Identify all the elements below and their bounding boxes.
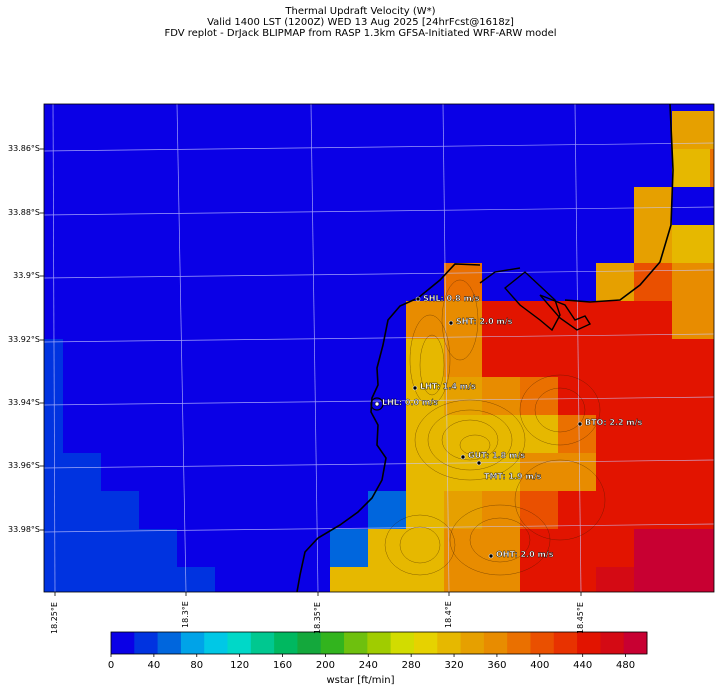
station-label-gut: GUT: 1.8 m/s <box>468 451 525 460</box>
field-cell <box>63 453 101 592</box>
lat-label: 33.96°S <box>8 461 40 470</box>
lon-label: 18.3°E <box>181 601 190 628</box>
station-label-lht: LHT: 1.4 m/s <box>420 382 476 391</box>
colorbar-swatch <box>530 632 555 654</box>
harbour-outline <box>479 267 592 332</box>
station-lhl: LHL: 0.0 m/s <box>374 398 438 407</box>
colorbar-swatch <box>390 632 415 654</box>
lon-label: 18.25°E <box>50 602 59 634</box>
field-cell <box>177 567 215 592</box>
station-gut: GUT: 1.8 m/s <box>460 451 525 460</box>
colorbar-tick-label: 400 <box>530 660 550 671</box>
colorbar-swatch <box>600 632 625 654</box>
colorbar-swatch <box>320 632 345 654</box>
field-cell <box>330 529 368 567</box>
colorbar-tick-label: 360 <box>487 660 507 671</box>
colorbar-swatch <box>413 632 438 654</box>
colorbar-tick-label: 120 <box>230 660 250 671</box>
colorbar-tick-label: 80 <box>190 660 204 671</box>
colorbar-tick-label: 480 <box>616 660 636 671</box>
field-cell <box>368 491 406 529</box>
graticule <box>44 104 714 592</box>
lat-label: 33.86°S <box>8 144 40 153</box>
colorbar-swatch <box>180 632 205 654</box>
field-cell <box>101 491 139 592</box>
colorbar-swatch <box>157 632 182 654</box>
lat-label: 33.98°S <box>8 525 40 534</box>
station-label-lhl: LHL: 0.0 m/s <box>382 398 438 407</box>
lon-ticks <box>54 592 582 596</box>
station-bto: BTO: 2.2 m/s <box>577 418 643 427</box>
title-line-1: Thermal Updraft Velocity (W*) <box>285 6 436 17</box>
lat-ticks <box>40 148 44 531</box>
station-oht: OHT: 2.0 m/s <box>488 550 554 559</box>
lhl-marker-ring <box>370 397 384 411</box>
title-line-3: FDV replot - DrJack BLIPMAP from RASP 1.… <box>164 28 557 39</box>
station-label-shl: SHL: 0.8 m/s <box>423 294 480 303</box>
colorbar-swatch <box>111 632 135 654</box>
colorbar-tick-label: 40 <box>147 660 161 671</box>
station-label-oht: OHT: 2.0 m/s <box>496 550 554 559</box>
lat-label: 33.92°S <box>8 335 40 344</box>
title-line-2: Valid 1400 LST (1200Z) WED 13 Aug 2025 [… <box>207 17 514 28</box>
colorbar-title: wstar [ft/min] <box>326 675 395 686</box>
lat-label: 33.9°S <box>13 271 40 280</box>
map-area <box>44 104 714 592</box>
station-markers: SHL: 0.8 m/s SHT: 2.0 m/s LHT: 1.4 m/s L… <box>374 294 643 559</box>
field-warm-cells <box>330 111 714 592</box>
station-shl: SHL: 0.8 m/s <box>415 294 480 303</box>
colorbar-swatch <box>623 632 648 654</box>
lat-label: 33.88°S <box>8 208 40 217</box>
colorbar-swatch <box>250 632 275 654</box>
colorbar-swatch <box>344 632 368 654</box>
colorbar-swatch <box>274 632 298 654</box>
colorbar-tick-label: 320 <box>444 660 464 671</box>
colorbar-tick-label: 0 <box>107 660 115 671</box>
coastline <box>296 104 674 592</box>
colorbar-tick-label: 280 <box>401 660 421 671</box>
colorbar-swatch <box>367 632 392 654</box>
map-frame <box>43 103 715 593</box>
colorbar-swatch <box>297 632 322 654</box>
field-cell <box>139 529 177 592</box>
colorbar-swatch <box>227 632 252 654</box>
station-lht: LHT: 1.4 m/s <box>412 382 476 391</box>
station-label-tmt: TMT: 1.9 m/s <box>484 472 542 481</box>
station-tmt: TMT: 1.9 m/s <box>476 460 542 481</box>
colorbar-tick-label: 440 <box>573 660 593 671</box>
lon-label: 18.35°E <box>313 602 322 634</box>
lon-label: 18.4°E <box>444 601 453 628</box>
station-label-sht: SHT: 2.0 m/s <box>456 317 513 326</box>
colorbar <box>110 632 648 657</box>
colorbar-tick-label: 240 <box>358 660 378 671</box>
colorbar-swatch <box>204 632 229 654</box>
colorbar-swatch <box>553 632 578 654</box>
colorbar-swatch <box>460 632 485 654</box>
terrain-contours <box>384 279 606 576</box>
colorbar-swatch <box>483 632 508 654</box>
colorbar-swatch <box>134 632 159 654</box>
colorbar-swatch <box>437 632 462 654</box>
colorbar-swatch <box>507 632 531 654</box>
lat-label: 33.94°S <box>8 398 40 407</box>
colorbar-swatch <box>577 632 601 654</box>
station-sht: SHT: 2.0 m/s <box>448 317 513 326</box>
colorbar-frame <box>110 631 648 655</box>
colorbar-tick-label: 200 <box>315 660 335 671</box>
colorbar-tick-label: 160 <box>272 660 293 671</box>
lon-label: 18.45°E <box>576 602 585 634</box>
station-label-bto: BTO: 2.2 m/s <box>585 418 643 427</box>
field-cell <box>44 339 63 592</box>
